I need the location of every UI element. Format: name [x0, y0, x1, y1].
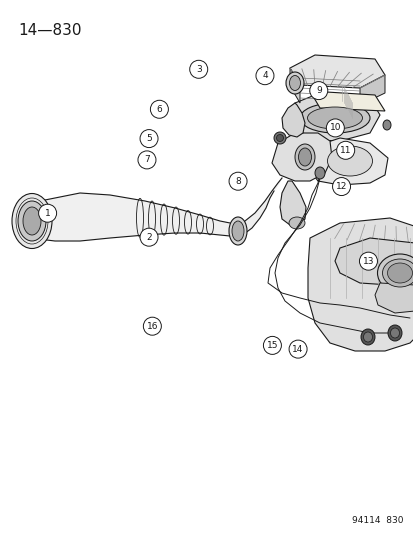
- Ellipse shape: [382, 120, 390, 130]
- Ellipse shape: [228, 217, 247, 245]
- Polygon shape: [334, 238, 413, 285]
- Polygon shape: [374, 283, 413, 313]
- Ellipse shape: [289, 76, 300, 91]
- Text: 6: 6: [156, 105, 162, 114]
- Ellipse shape: [298, 148, 311, 166]
- Circle shape: [288, 340, 306, 358]
- Circle shape: [38, 204, 57, 222]
- Ellipse shape: [314, 167, 324, 179]
- Text: 12: 12: [335, 182, 347, 191]
- Polygon shape: [281, 103, 304, 137]
- Polygon shape: [289, 68, 299, 103]
- Text: 11: 11: [339, 146, 351, 155]
- Circle shape: [150, 100, 168, 118]
- Ellipse shape: [231, 221, 243, 241]
- Text: 3: 3: [195, 65, 201, 74]
- Ellipse shape: [389, 328, 399, 338]
- Ellipse shape: [294, 144, 314, 170]
- Circle shape: [336, 141, 354, 159]
- Circle shape: [263, 336, 281, 354]
- Ellipse shape: [307, 107, 362, 129]
- Circle shape: [273, 132, 285, 144]
- Text: 7: 7: [144, 156, 150, 164]
- Ellipse shape: [18, 201, 46, 241]
- Polygon shape: [307, 138, 387, 185]
- Text: 2: 2: [146, 233, 152, 241]
- Text: 4: 4: [261, 71, 267, 80]
- Text: 10: 10: [329, 124, 340, 132]
- Circle shape: [143, 317, 161, 335]
- Text: 5: 5: [146, 134, 152, 143]
- Ellipse shape: [387, 325, 401, 341]
- Polygon shape: [30, 193, 240, 241]
- Text: 94114  830: 94114 830: [351, 516, 403, 525]
- Circle shape: [140, 228, 158, 246]
- Circle shape: [332, 177, 350, 196]
- Circle shape: [276, 134, 283, 141]
- Polygon shape: [279, 181, 305, 225]
- Ellipse shape: [285, 72, 303, 94]
- Text: 14: 14: [292, 345, 303, 353]
- Text: 8: 8: [235, 177, 240, 185]
- Text: 1: 1: [45, 209, 50, 217]
- Ellipse shape: [363, 332, 372, 342]
- Polygon shape: [289, 55, 384, 88]
- Polygon shape: [287, 93, 379, 141]
- Circle shape: [228, 172, 247, 190]
- Ellipse shape: [377, 254, 413, 292]
- Text: 15: 15: [266, 341, 278, 350]
- Ellipse shape: [360, 329, 374, 345]
- Text: 14—830: 14—830: [18, 23, 81, 38]
- Circle shape: [189, 60, 207, 78]
- Circle shape: [358, 252, 377, 270]
- Circle shape: [325, 119, 344, 137]
- Circle shape: [140, 130, 158, 148]
- Circle shape: [309, 82, 327, 100]
- Ellipse shape: [299, 103, 369, 133]
- Circle shape: [255, 67, 273, 85]
- Text: 16: 16: [146, 322, 158, 330]
- Ellipse shape: [288, 217, 304, 229]
- Polygon shape: [359, 75, 384, 105]
- Circle shape: [138, 151, 156, 169]
- Ellipse shape: [387, 263, 411, 283]
- Polygon shape: [309, 91, 384, 111]
- Polygon shape: [307, 218, 413, 351]
- Text: 9: 9: [315, 86, 321, 95]
- Text: 13: 13: [362, 257, 373, 265]
- Ellipse shape: [382, 259, 413, 287]
- Ellipse shape: [12, 193, 52, 248]
- Polygon shape: [240, 178, 281, 237]
- Ellipse shape: [23, 207, 41, 235]
- Polygon shape: [271, 133, 331, 181]
- Ellipse shape: [327, 146, 372, 176]
